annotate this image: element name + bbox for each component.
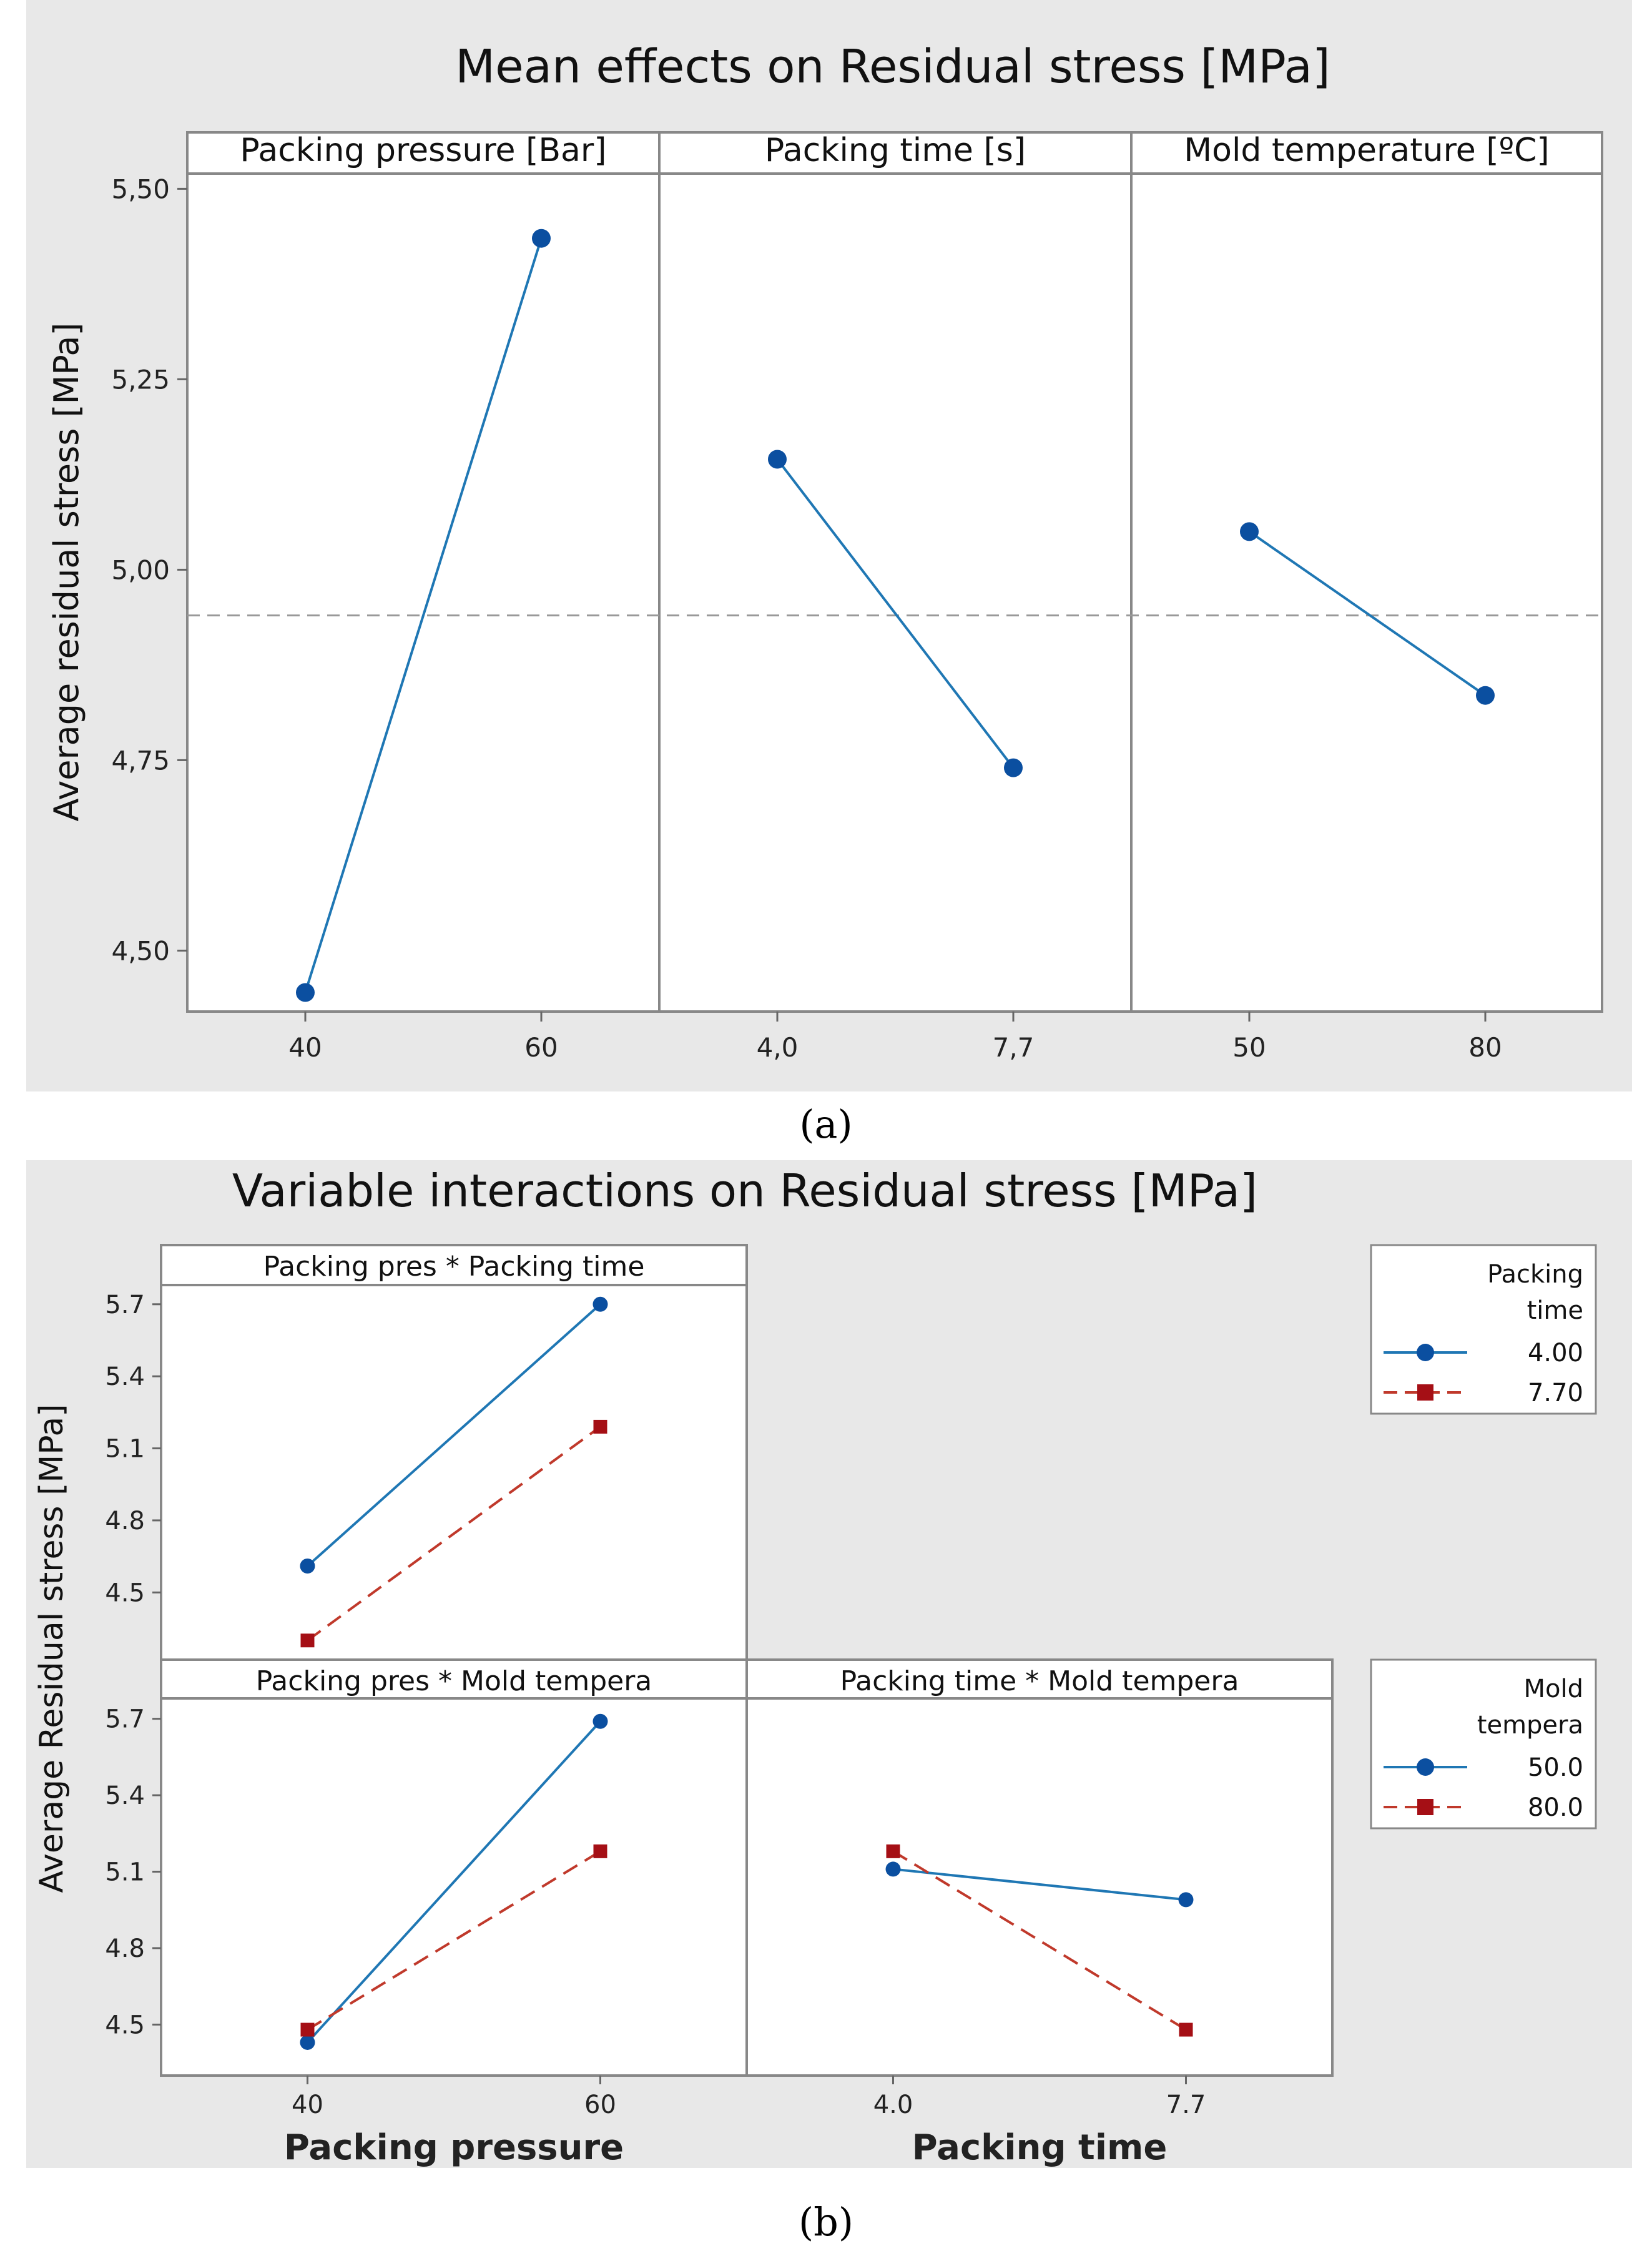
- chart-b-x-tick-label: 4.0: [873, 2091, 913, 2119]
- chart-a-marks: [187, 229, 1602, 1002]
- chart-b-x-tick-label: 7.7: [1166, 2091, 1206, 2119]
- chart-b-legend-1-title-line1: Packing: [1487, 1260, 1583, 1289]
- chart-b-facet-2-label: Packing pres * Mold tempera: [256, 1665, 652, 1697]
- chart-a-title: Mean effects on Residual stress [MPa]: [455, 40, 1330, 94]
- chart-a-point-3-2: [1476, 686, 1495, 705]
- chart-a-x-tick-label: 60: [524, 1032, 558, 1063]
- chart-b-x-axis-label-pressure: Packing pressure: [284, 2127, 624, 2168]
- chart-b-facet-1-series-2-line: [307, 1426, 601, 1642]
- chart-b-y-tick-label: 4.5: [105, 2011, 145, 2039]
- chart-b-y-tick-label: 5.7: [105, 1291, 145, 1319]
- chart-b-y-tick-label: 4.8: [105, 1934, 145, 1963]
- chart-a-point-2-2: [1004, 758, 1023, 777]
- chart-b-facet-3-series-2-point-1: [886, 1844, 900, 1858]
- chart-a-x-tick-label: 80: [1468, 1032, 1502, 1063]
- chart-b-legend-2-marker-2: [1417, 1799, 1433, 1815]
- chart-b-facet-2-series-1-point-2: [592, 1713, 608, 1729]
- chart-a-facet-label-3: Mold temperature [ºC]: [1184, 132, 1549, 169]
- chart-b-facet-2-series-2-point-1: [300, 2022, 315, 2037]
- chart-a-facet-label-1: Packing pressure [Bar]: [240, 132, 606, 169]
- chart-a-y-axis-label: Average residual stress [MPa]: [47, 323, 86, 822]
- chart-a-x-axis: 40 60 4,0 7,7 50 80: [288, 1012, 1502, 1063]
- chart-b-x-axis: 40 60 4.0 7.7: [292, 2076, 1206, 2119]
- chart-b-facet-3-series-1-point-2: [1178, 1892, 1194, 1908]
- chart-b-legend-1-entry-1: 4.00: [1528, 1339, 1583, 1367]
- chart-b-facet-3-series-2-line: [892, 1850, 1187, 2031]
- chart-b-legend-1-marker-2: [1417, 1384, 1433, 1401]
- caption-b: (b): [799, 2199, 853, 2245]
- chart-b-title: Variable interactions on Residual stress…: [232, 1165, 1257, 1217]
- chart-b-y-tick-label: 5.1: [105, 1435, 145, 1464]
- chart-b-facet-1-label: Packing pres * Packing time: [263, 1251, 645, 1283]
- chart-b-facet-2-series-2-point-2: [593, 1844, 607, 1858]
- chart-b-y-axis-label: Average Residual stress [MPa]: [33, 1404, 71, 1893]
- chart-a-x-tick-label: 4,0: [757, 1032, 799, 1063]
- chart-b-marks: [300, 1296, 1194, 2050]
- chart-b-legend-2-entry-2: 80.0: [1528, 1793, 1583, 1822]
- chart-b-facet-2-series-2-line: [307, 1850, 601, 2031]
- chart-b-facet-1-frame: [160, 1244, 748, 1661]
- chart-a-y-tick-label: 5,50: [111, 174, 170, 204]
- chart-b-legend-2-title-line2: tempera: [1477, 1711, 1583, 1740]
- chart-b-legend-2-marker-1: [1417, 1758, 1434, 1776]
- chart-b-legend-1-title-line2: time: [1527, 1296, 1583, 1325]
- chart-b-y-tick-label: 5.7: [105, 1705, 145, 1734]
- chart-a-y-axis: 4,50 4,75 5,00 5,25 5,50: [111, 174, 187, 966]
- chart-b-y-tick-label: 5.4: [105, 1362, 145, 1391]
- chart-a-x-tick-label: 50: [1232, 1032, 1266, 1063]
- chart-b-x-axis-label-time: Packing time: [912, 2127, 1168, 2168]
- chart-a-y-tick-label: 5,00: [111, 554, 170, 585]
- chart-b-facet-2-series-1-line: [307, 1720, 601, 2044]
- chart-a-series-line-3: [1248, 530, 1487, 697]
- chart-b-facet-3-label: Packing time * Mold tempera: [840, 1665, 1239, 1697]
- chart-a-point-1-2: [532, 229, 551, 248]
- chart-b-y-tick-label: 4.8: [105, 1507, 145, 1535]
- chart-b-legend-1-marker-1: [1417, 1344, 1434, 1361]
- chart-b-legend-1-entry-2: 7.70: [1528, 1379, 1583, 1407]
- chart-b-facet-3-series-1-line: [893, 1868, 1186, 1901]
- chart-b-facet-1-series-1-point-1: [300, 1559, 315, 1574]
- chart-b-facet-3-series-2-point-2: [1179, 2022, 1193, 2037]
- chart-b-legend-2-title-line1: Mold: [1524, 1675, 1584, 1703]
- chart-b-facet-2-series-1-point-1: [300, 2034, 315, 2050]
- caption-a: (a): [799, 1101, 852, 1147]
- chart-b-y-tick-label: 4.5: [105, 1579, 145, 1607]
- chart-b-x-tick-label: 60: [584, 2091, 616, 2119]
- chart-b-facet-1-series-2-point-1: [300, 1633, 315, 1648]
- chart-b-legend-2-entry-1: 50.0: [1528, 1753, 1583, 1782]
- chart-b-legend-2-box: [1370, 1658, 1597, 1830]
- chart-a-y-tick-label: 4,75: [111, 745, 170, 776]
- chart-a-x-tick-label: 40: [288, 1032, 322, 1063]
- chart-a-point-1-1: [296, 983, 315, 1002]
- chart-a-y-tick-label: 5,25: [111, 364, 170, 395]
- chart-b-facet-1-series-1-point-2: [592, 1296, 608, 1312]
- chart-a-facet-label-2: Packing time [s]: [765, 132, 1026, 169]
- chart-a-y-tick-label: 4,50: [111, 935, 170, 966]
- chart-b-y-tick-label: 5.1: [105, 1858, 145, 1887]
- chart-b-x-tick-label: 40: [292, 2091, 323, 2119]
- chart-a-x-tick-label: 7,7: [993, 1032, 1035, 1063]
- chart-b-facet-1-series-2-point-2: [593, 1419, 607, 1434]
- chart-a-series-line-1: [304, 238, 543, 993]
- chart-b-facet-1-series-1-line: [307, 1303, 601, 1567]
- chart-a-point-2-1: [768, 450, 787, 469]
- chart-b-y-axis: 4.5 4.8 5.1 5.4 5.7 4.5 4.8 5.1 5.4 5.7: [105, 1291, 161, 2039]
- chart-b-y-tick-label: 5.4: [105, 1781, 145, 1810]
- chart-a-series-line-2: [776, 458, 1015, 769]
- chart-a-plot-area: [186, 131, 1603, 1013]
- chart-b-facet-3-series-1-point-1: [885, 1861, 901, 1877]
- chart-a-point-3-1: [1240, 522, 1259, 541]
- chart-b-legend-1-box: [1370, 1244, 1597, 1415]
